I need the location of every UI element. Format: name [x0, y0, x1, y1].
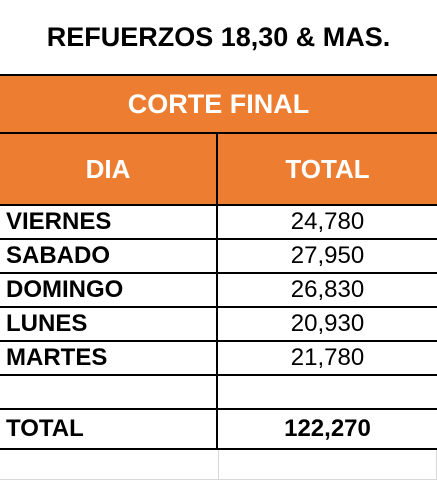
summary-label-cell: TOTAL: [0, 410, 218, 450]
total-value: 27,950: [290, 242, 365, 269]
column-header-total: TOTAL: [218, 134, 437, 204]
total-value: 20,930: [290, 310, 365, 337]
column-header-day-text: DIA: [85, 153, 131, 184]
day-label: LUNES: [6, 310, 88, 337]
table-row-total-cell: 20,930: [218, 308, 437, 342]
header-band-text: CORTE FINAL: [127, 88, 310, 119]
table-row-total-cell: 26,830: [218, 274, 437, 308]
total-value: 21,780: [290, 344, 365, 371]
day-label: DOMINGO: [6, 276, 124, 303]
summary-value: 122,270: [284, 415, 371, 442]
table-title-text: REFUERZOS 18,30 & MAS.: [46, 21, 391, 52]
header-band: CORTE FINAL: [0, 76, 437, 134]
table-row-day-cell: VIERNES: [0, 206, 218, 240]
table-row-total-cell: 24,780: [218, 206, 437, 240]
column-header-day: DIA: [0, 134, 218, 204]
table-row-day-cell: DOMINGO: [0, 274, 218, 308]
table-row-day-cell: SABADO: [0, 240, 218, 274]
summary-label: TOTAL: [6, 415, 84, 442]
table-row-day-cell-empty: [0, 376, 218, 410]
table-row-total-cell-empty: [218, 376, 437, 410]
table-row-total-cell: 21,780: [218, 342, 437, 376]
table-row-day-cell: LUNES: [0, 308, 218, 342]
header-bottom-border: [0, 204, 437, 206]
total-value: 26,830: [290, 276, 365, 303]
day-label: VIERNES: [6, 208, 112, 235]
total-value: 24,780: [290, 208, 365, 235]
table-row-day-cell: MARTES: [0, 342, 218, 376]
day-label: MARTES: [6, 344, 108, 371]
grid-line: [218, 450, 219, 480]
table-row-total-cell: 27,950: [218, 240, 437, 274]
summary-value-cell: 122,270: [218, 410, 437, 450]
day-label: SABADO: [6, 242, 111, 269]
table-title: REFUERZOS 18,30 & MAS.: [0, 0, 437, 76]
column-header-total-text: TOTAL: [285, 153, 370, 184]
